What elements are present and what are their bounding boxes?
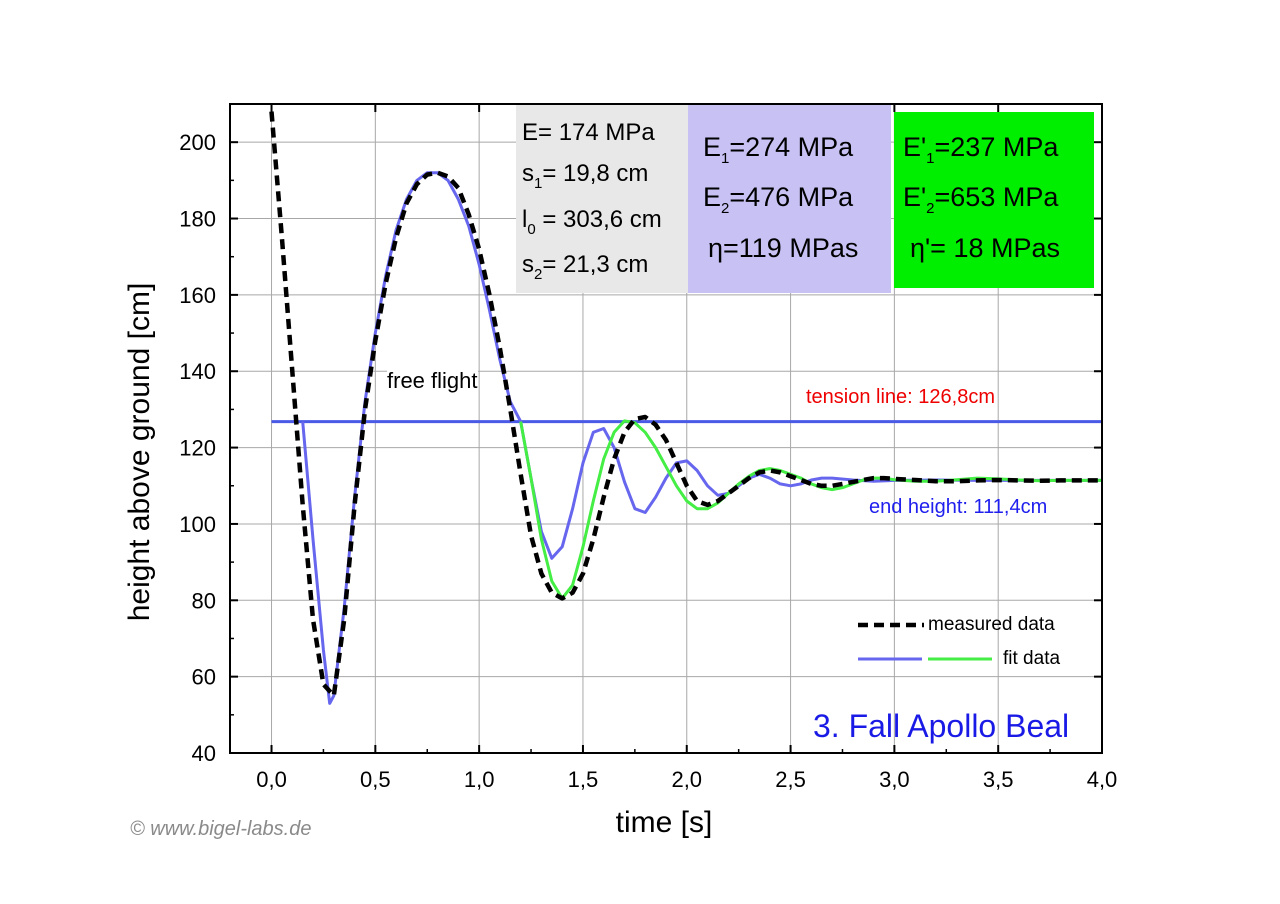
plot-frame — [229, 103, 1103, 754]
annotation-end-height: end height: 111,4cm — [869, 496, 1048, 518]
param-l0: l0 = 303,6 cm — [522, 206, 662, 238]
x-tick-label: 3,0 — [879, 767, 910, 792]
parameter-box-measured: E= 174 MPa s1= 19,8 cm l0 = 303,6 cm s2=… — [516, 105, 688, 293]
ticks: 0,0 0,5 1,0 1,5 2,0 2,5 3,0 3,5 4,0 40 60 80 100 120 1… — [179, 104, 1117, 792]
y-tick-label: 80 — [192, 588, 216, 613]
param-e2-prime: E'2=653 MPa — [903, 182, 1059, 217]
y-tick-label: 100 — [179, 512, 216, 537]
y-tick-label: 40 — [192, 741, 216, 766]
legend — [858, 622, 992, 661]
param-e1-prime: E'1=237 MPa — [903, 132, 1059, 167]
param-eta: η=119 MPas — [708, 233, 859, 263]
param-s1: s1= 19,8 cm — [522, 160, 649, 192]
y-tick-label: 120 — [179, 436, 216, 461]
x-tick-label: 2,0 — [671, 767, 702, 792]
y-tick-label: 160 — [179, 283, 216, 308]
y-tick-label: 60 — [192, 665, 216, 690]
x-tick-label: 0,0 — [256, 767, 287, 792]
param-e2: E2=476 MPa — [703, 182, 854, 217]
param-s2: s2= 21,3 cm — [522, 251, 649, 283]
param-e: E= 174 MPa — [522, 119, 655, 146]
param-eta-prime: η'= 18 MPas — [910, 233, 1060, 263]
y-tick-label: 200 — [179, 130, 216, 155]
x-tick-label: 3,5 — [983, 767, 1014, 792]
x-tick-label: 4,0 — [1087, 767, 1118, 792]
param-e1: E1=274 MPa — [703, 132, 854, 167]
x-tick-label: 1,0 — [464, 767, 495, 792]
y-axis-label: height above ground [cm] — [123, 282, 156, 622]
y-tick-label: 140 — [179, 359, 216, 384]
annotation-tension-line: tension line: 126,8cm — [806, 386, 996, 408]
credit-text: © www.bigel-labs.de — [130, 818, 312, 840]
parameter-box-fit-blue: E1=274 MPa E2=476 MPa η=119 MPas — [688, 105, 891, 293]
chart-title: 3. Fall Apollo Beal — [813, 708, 1070, 744]
axes — [229, 103, 1103, 754]
y-tick-label: 180 — [179, 207, 216, 232]
annotation-free-flight: free flight — [387, 368, 478, 394]
series-layer — [269, 111, 1102, 705]
x-tick-label: 2,5 — [775, 767, 806, 792]
legend-label-fit: fit data — [1003, 648, 1061, 669]
x-tick-label: 0,5 — [360, 767, 391, 792]
parameter-box-fit-green: E'1=237 MPa E'2=653 MPa η'= 18 MPas — [894, 112, 1094, 288]
legend-label-measured: measured data — [928, 614, 1055, 635]
x-tick-label: 1,5 — [568, 767, 599, 792]
x-axis-label: time [s] — [615, 806, 713, 839]
